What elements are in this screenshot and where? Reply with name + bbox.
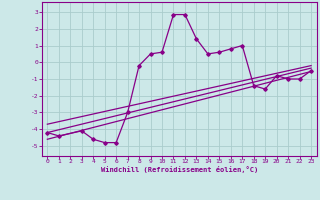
X-axis label: Windchill (Refroidissement éolien,°C): Windchill (Refroidissement éolien,°C): [100, 166, 258, 173]
